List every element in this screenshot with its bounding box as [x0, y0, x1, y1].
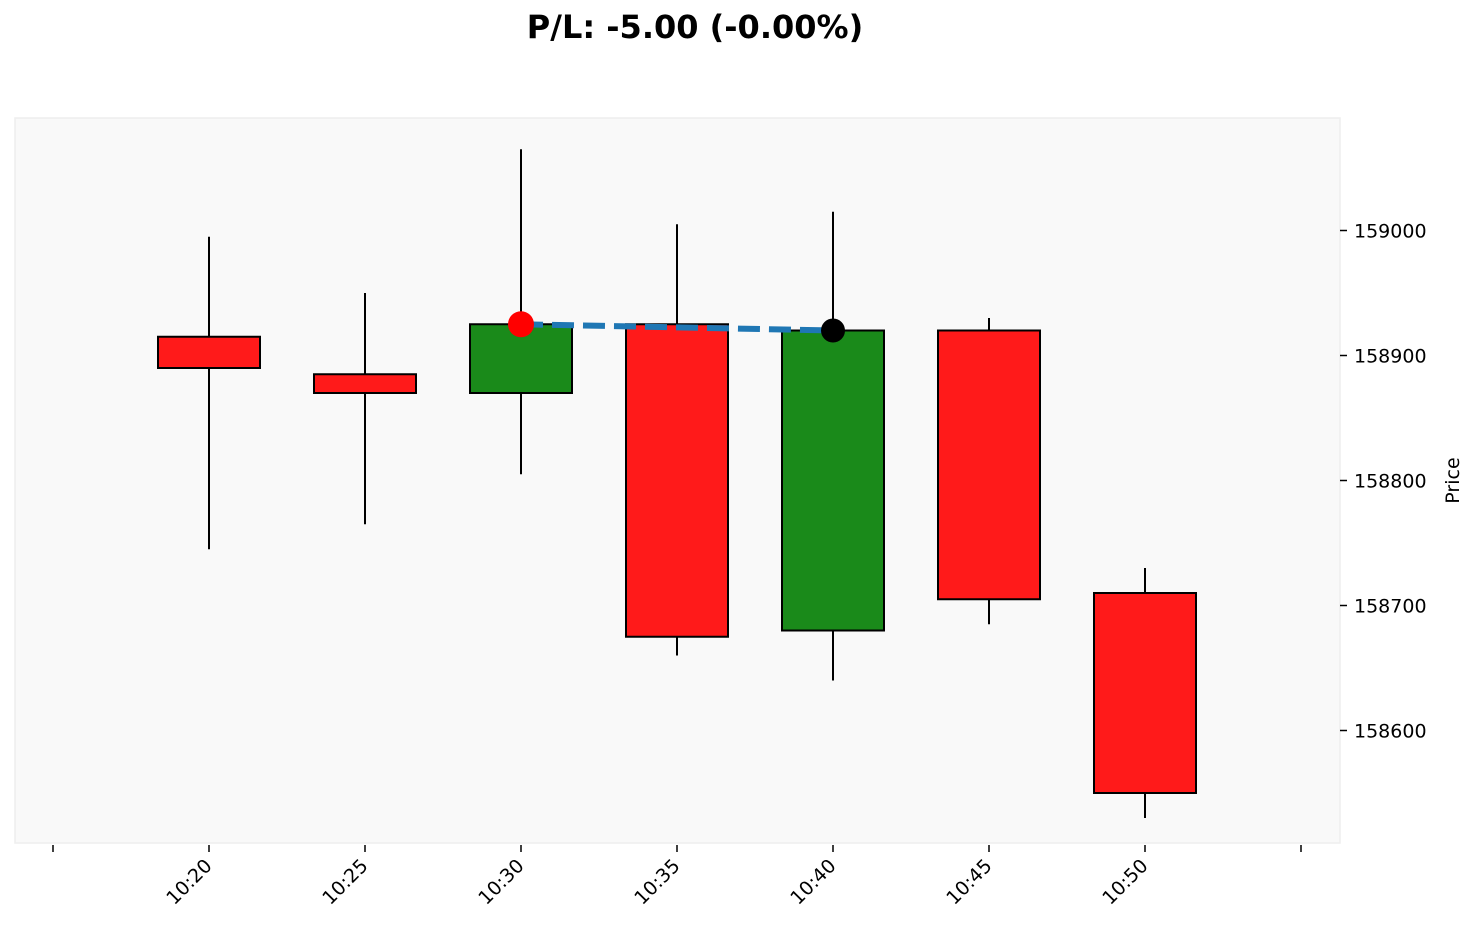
candle: [313, 293, 417, 525]
candle: [937, 318, 1041, 625]
x-axis: 10:20 10:25 10:30 10:35 10:40 10:45 10:50: [52, 845, 1302, 909]
x-tick-label: 10:50: [1098, 855, 1152, 909]
x-tick-label: 10:30: [474, 855, 528, 909]
y-tick-label: 158700: [1354, 596, 1427, 618]
exit-marker: [821, 318, 845, 343]
candle: [781, 211, 885, 681]
y-tick-label: 158900: [1354, 346, 1427, 368]
y-tick-label: 159000: [1354, 221, 1427, 243]
y-axis: 158600 158700 158800 158900 159000: [1340, 221, 1427, 743]
trade-line: [520, 321, 834, 334]
y-tick-label: 158600: [1354, 721, 1427, 743]
candle-body: [937, 329, 1041, 601]
candle-body: [1093, 592, 1197, 794]
candle: [157, 236, 261, 550]
entry-marker: [508, 311, 534, 338]
candle: [1093, 568, 1197, 818]
trade-layer: [508, 311, 845, 343]
chart-title: P/L: -5.00 (-0.00%): [526, 8, 864, 46]
x-tick-label: 10:35: [630, 855, 684, 909]
y-axis-label: Price: [1442, 457, 1464, 503]
x-tick-label: 10:40: [786, 855, 840, 909]
candle-body: [625, 323, 729, 638]
candle-body: [313, 373, 417, 394]
candle: [625, 224, 729, 656]
y-tick-label: 158800: [1354, 471, 1427, 493]
x-tick-label: 10:45: [942, 855, 996, 909]
x-tick-label: 10:20: [162, 855, 216, 909]
candle-body: [157, 335, 261, 369]
x-tick-label: 10:25: [318, 855, 372, 909]
candles-layer: [157, 149, 1197, 818]
candle-body: [781, 329, 885, 632]
